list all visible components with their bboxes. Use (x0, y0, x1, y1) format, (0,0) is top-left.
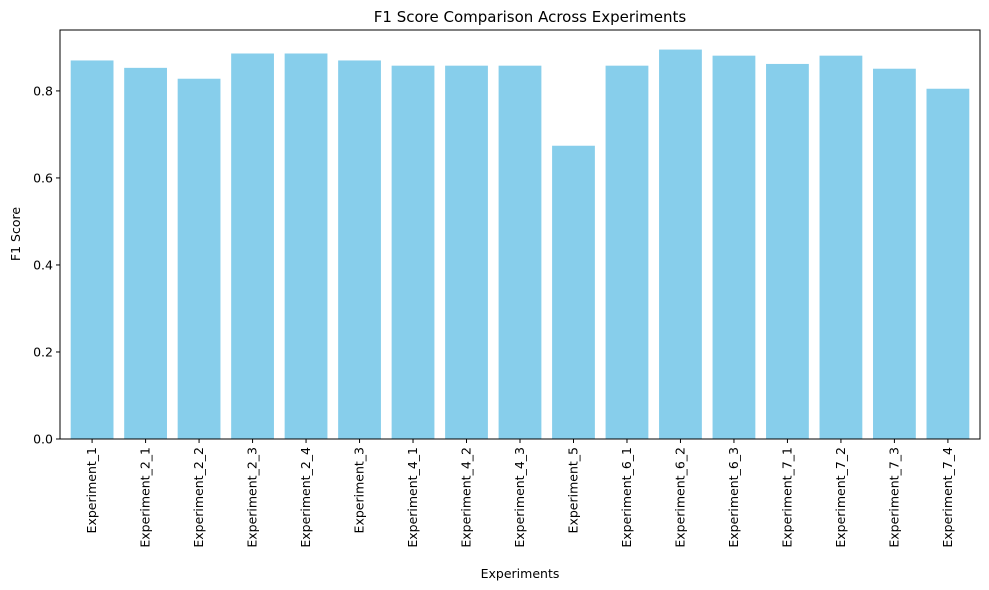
bars-group (70, 49, 970, 440)
bar-experiment-7-4 (926, 88, 970, 440)
x-tick-label: Experiment_7_4 (940, 447, 955, 548)
x-tick-label: Experiment_2_1 (138, 447, 153, 548)
x-tick-label: Experiment_2_4 (298, 447, 313, 548)
x-tick-label: Experiment_5 (565, 447, 580, 533)
y-tick-label: 0.6 (33, 170, 53, 185)
plot-frame (59, 29, 981, 440)
x-tick-label: Experiment_7_3 (886, 447, 901, 548)
bar-experiment-7-3 (873, 68, 916, 439)
x-tick-label: Experiment_7_2 (833, 447, 848, 548)
bar-experiment-7-1 (766, 63, 809, 439)
x-tick-label: Experiment_7_1 (779, 447, 794, 548)
bar-experiment-2-1 (124, 67, 167, 439)
y-tick-label: 0.4 (33, 257, 53, 272)
x-tick-label: Experiment_4_3 (512, 447, 527, 548)
x-tick-label: Experiment_6_3 (726, 447, 741, 548)
y-tick-label: 0.2 (33, 344, 53, 359)
y-tick-label: 0.0 (33, 432, 53, 447)
bar-experiment-5 (552, 145, 595, 440)
bar-experiment-4-2 (445, 65, 488, 440)
x-tick-label: Experiment_6_2 (672, 447, 687, 548)
x-tick-label: Experiment_2_3 (245, 447, 260, 548)
bar-experiment-1 (70, 60, 114, 440)
chart-title: F1 Score Comparison Across Experiments (374, 8, 687, 26)
bar-experiment-2-2 (177, 78, 221, 439)
bar-experiment-7-2 (819, 55, 863, 440)
x-tick-label: Experiment_4_2 (459, 447, 474, 548)
bar-experiment-6-3 (712, 55, 756, 440)
x-tick-label: Experiment_3 (352, 447, 367, 533)
bar-experiment-2-4 (284, 53, 328, 439)
x-tick-label: Experiment_6_1 (619, 447, 634, 548)
bar-experiment-4-3 (498, 65, 542, 440)
bar-experiment-6-2 (659, 49, 702, 439)
y-axis-label: F1 Score (8, 207, 23, 261)
x-axis: Experiment_1 Experiment_2_1 Experiment_2_2… (84, 439, 955, 548)
bar-experiment-6-1 (605, 65, 649, 440)
x-tick-label: Experiment_2_2 (191, 447, 206, 548)
y-tick-label: 0.8 (33, 83, 53, 98)
bar-experiment-4-1 (391, 65, 435, 440)
bar-experiment-3 (338, 60, 381, 440)
y-axis: 0.0 0.2 0.4 0.6 0.8 (33, 83, 60, 447)
x-tick-label: Experiment_4_1 (405, 447, 420, 548)
x-axis-label: Experiments (481, 566, 560, 581)
x-tick-label: Experiment_1 (84, 447, 99, 533)
bar-experiment-2-3 (231, 53, 274, 439)
